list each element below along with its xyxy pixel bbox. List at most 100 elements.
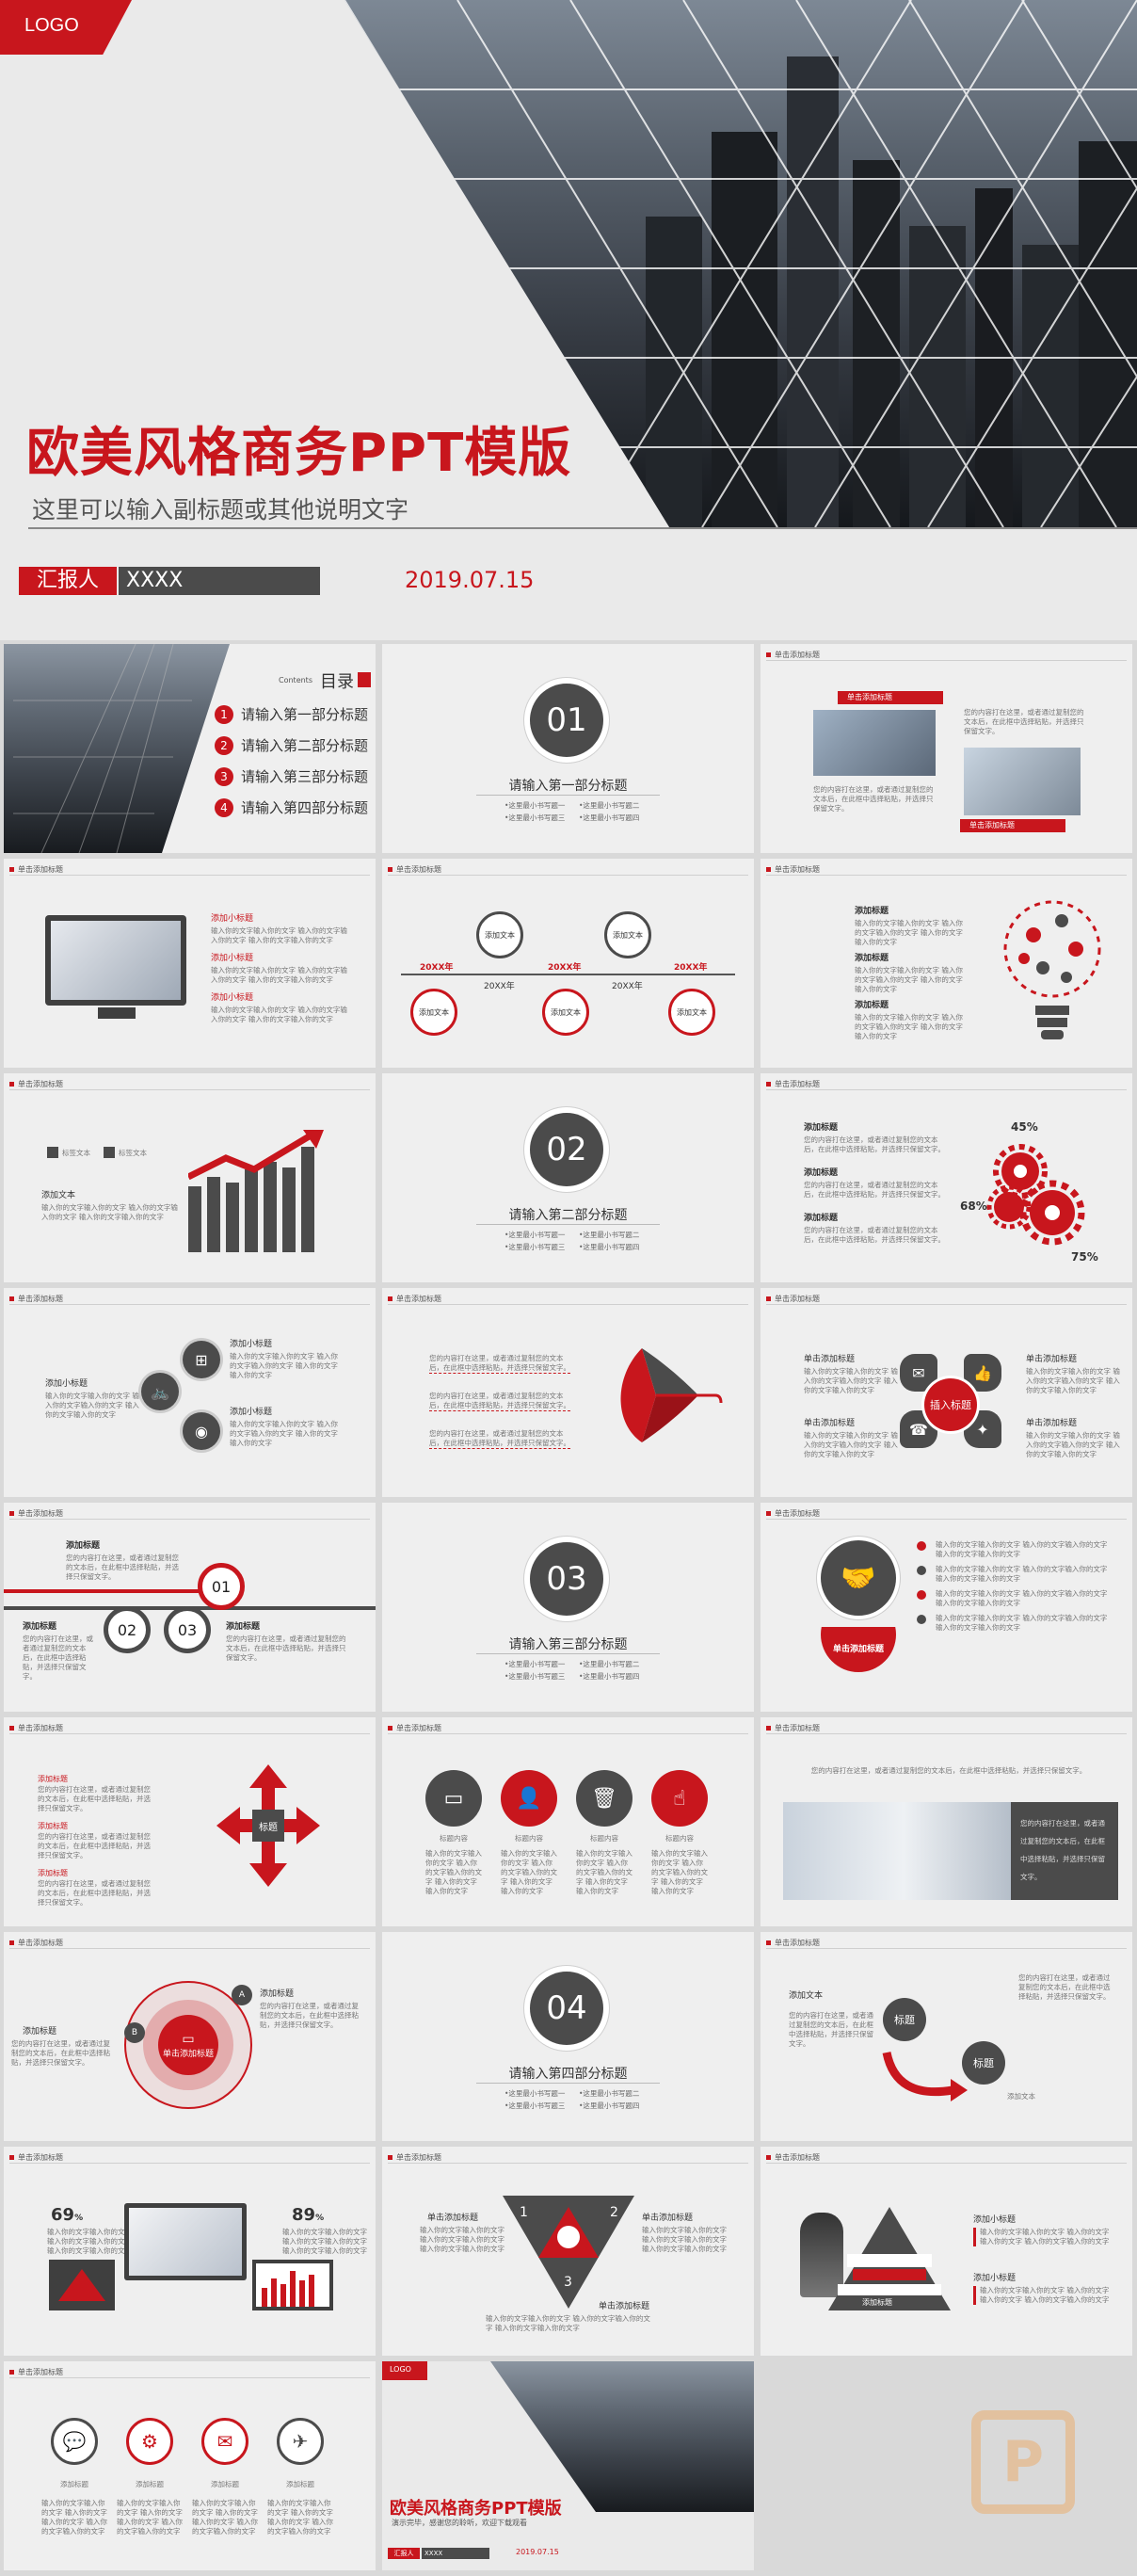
section-divider — [476, 2083, 660, 2084]
slide-section-03[interactable]: 03 请输入第三部分标题 •这里最小书写题一 •这里最小书写题二 •这里最小书写题三… — [382, 1503, 754, 1712]
hero-underline — [28, 527, 1137, 529]
toc-item-label: 请输入第四部分标题 — [241, 799, 369, 816]
slide-cross-arrows[interactable]: 单击添加标题 添加标题 您的内容打在这里，或者通过复制您的文本后，在此框中选择粘… — [4, 1717, 376, 1926]
slide-team-photo[interactable]: 单击添加标题 您的内容打在这里，或者通过复制您的文本后，在此框中选择粘贴，并选择… — [761, 1717, 1132, 1926]
thumbs-up-icon: 👍 — [964, 1354, 1001, 1392]
section-bullets: •这里最小书写题一 •这里最小书写题二 •这里最小书写题三 •这里最小书写题四 — [504, 2088, 646, 2111]
slide-header: 单击添加标题 — [766, 1938, 820, 1948]
step-badge: 03 — [164, 1606, 211, 1653]
slide-section-04[interactable]: 04 请输入第四部分标题 •这里最小书写题一 •这里最小书写题二 •这里最小书写题三… — [382, 1932, 754, 2141]
section-title: 请输入第四部分标题 — [508, 2067, 628, 2082]
icon-caption: 添加标题 — [211, 2480, 239, 2488]
chat-icon: ✉ — [900, 1354, 937, 1392]
list-title: 添加标题 — [855, 954, 889, 963]
toc-item[interactable]: 2 请输入第二部分标题 — [215, 735, 368, 755]
slide-triangle[interactable]: 单击添加标题 1 2 3 单击添加标题 输入你的文字输入你的文字 输入你的文字输… — [382, 2147, 754, 2356]
slide-header: 单击添加标题 — [766, 864, 820, 875]
toc-item-label: 请输入第二部分标题 — [241, 737, 369, 754]
timeline-year: 20XX年 — [674, 963, 708, 973]
slide-header: 单击添加标题 — [766, 1079, 820, 1089]
list-title: 单击添加标题 — [1026, 1355, 1078, 1364]
slide-toc[interactable]: Contents 目录 1 请输入第一部分标题 2 请输入第二部分标题 3 请输入第三… — [4, 644, 376, 853]
svg-text:2: 2 — [610, 2205, 618, 2220]
bullet: •这里最小书写题四 — [579, 1672, 640, 1681]
slide-pyramid[interactable]: 单击添加标题 添加标题 添加小标题 输入你的文字输入你的文字 输入你的文字输入你… — [761, 2147, 1132, 2356]
legend-swatch — [47, 1147, 58, 1158]
bullet: •这里最小书写题三 — [504, 1243, 566, 1251]
timeline-node: 添加文本 — [476, 911, 523, 958]
slide-devices[interactable]: 单击添加标题 69% 89% 输入你的文字输入你的文字 输入你的文字输入你的文字… — [4, 2147, 376, 2356]
slide-bulb[interactable]: 单击添加标题 添加标题 输入你的文字输入你的文字 输入你的文字输入你的文字 输入… — [761, 859, 1132, 1068]
cross-arrows-icon — [216, 1764, 320, 1887]
slide-section-01[interactable]: 01 请输入第一部分标题 •这里最小书写题一 •这里最小书写题二 •这里最小书写题三… — [382, 644, 754, 853]
list-item: 输入你的文字输入你的文字 输入你的文字输入你的文字 输入你的文字输入你的文字 — [917, 1614, 1114, 1633]
reporter-label: 汇报人 — [19, 567, 117, 595]
marker-a: A — [232, 1985, 252, 2005]
slide-timeline[interactable]: 单击添加标题 添加文本 添加文本 添加文本 添加文本 添加文本 20XX年 20… — [382, 859, 754, 1068]
list-title: 添加标题 — [38, 1775, 68, 1783]
slide-umbrella[interactable]: 单击添加标题 您的内容打在这里，或者通过复制您的文本后，在此框中选择粘贴，并选择… — [382, 1288, 754, 1497]
mail-icon: ✉ — [201, 2418, 248, 2465]
slide-section-02[interactable]: 02 请输入第二部分标题 •这里最小书写题一 •这里最小书写题二 •这里最小书写题三… — [382, 1073, 754, 1282]
slide-insert-title[interactable]: 单击添加标题 单击添加标题 输入你的文字输入你的文字 输入你的文字输入你的文字 … — [761, 1288, 1132, 1497]
slide-photos[interactable]: 单击添加标题 单击添加标题 您的内容打在这里，或者通过复制您的文本后，在此框中选… — [761, 644, 1132, 853]
trash-icon: 🗑 — [576, 1770, 633, 1827]
step-badge: 01 — [198, 1563, 245, 1610]
list-title: 单击添加标题 — [804, 1355, 856, 1364]
end-reporter-name: XXXX — [422, 2548, 489, 2559]
subtitle-label: 添加小标题 — [973, 2274, 1017, 2283]
title-slide[interactable]: LOGO 欧美风格商务PPT模版 这里可以输入副标题或其他说明文字 汇报人 XX… — [0, 0, 1137, 640]
body-text: 输入你的文字输入你的文字 输入你的文字输入你的文字 输入你的文字输入你的文字 — [642, 2226, 727, 2253]
body-text: 您的内容打在这里，或者通过复制您的文本后，在此框中选择粘贴，并选择只保留文字。 — [810, 1766, 1087, 1775]
list-title: 单击添加标题 — [642, 2214, 694, 2223]
list-item: 输入你的文字输入你的文字 输入你的文字输入你的文字 输入你的文字输入你的文字 — [917, 1565, 1114, 1584]
slide-header-label: 单击添加标题 — [775, 865, 820, 874]
section-number: 03 — [530, 1542, 603, 1616]
pct-label: 68% — [960, 1199, 987, 1213]
bullet: •这里最小书写题一 — [504, 2089, 566, 2098]
list-title: 添加标题 — [260, 1989, 295, 1999]
timeline-year: 20XX年 — [484, 982, 515, 991]
title-bubble: 标题 — [883, 1998, 926, 2041]
toc-item[interactable]: 1 请输入第一部分标题 — [215, 704, 368, 724]
list-item: 输入你的文字输入你的文字 输入你的文字输入你的文字 输入你的文字输入你的文字 — [917, 1589, 1114, 1608]
toc-item[interactable]: 3 请输入第三部分标题 — [215, 766, 368, 786]
list-title: 添加标题 — [66, 1541, 101, 1551]
slide-steps[interactable]: 单击添加标题 添加标题 您的内容打在这里，或者通过复制您的文本后，在此框中选择粘… — [4, 1503, 376, 1712]
list-title: 添加标题 — [226, 1622, 261, 1632]
body-text: 输入你的文字输入你的文字 输入你的文字输入你的文字 输入你的文字输入你的文字 — [41, 2499, 107, 2536]
timeline-node: 添加文本 — [604, 911, 651, 958]
dot-list: 输入你的文字输入你的文字 输入你的文字输入你的文字 输入你的文字输入你的文字 输… — [917, 1540, 1114, 1638]
slide-target[interactable]: 单击添加标题 ▭ 单击添加标题 A B 添加标题 您的内容打在这里，或者通过复制您… — [4, 1932, 376, 2141]
slide-header: 单击添加标题 — [388, 1294, 441, 1304]
red-banner: 单击添加标题 — [838, 691, 943, 704]
slide-icons-list[interactable]: 单击添加标题 添加小标题 输入你的文字输入你的文字 输入你的文字输入你的文字 输… — [4, 1288, 376, 1497]
bar — [226, 1183, 239, 1252]
slide-curved-arrow[interactable]: 单击添加标题 添加文本 您的内容打在这里，或者通过复制您的文本后，在此框中选择粘… — [761, 1932, 1132, 2141]
slide-header: 单击添加标题 — [766, 1294, 820, 1304]
slide-icon-row[interactable]: 单击添加标题 💬 ⚙ ✉ ✈ 添加标题 添加标题 添加标题 添加标题 输入你的文… — [4, 2361, 376, 2570]
watermark-logo: P — [971, 2410, 1075, 2514]
slide-handshake[interactable]: 单击添加标题 🤝 单击添加标题 输入你的文字输入你的文字 输入你的文字输入你的文… — [761, 1503, 1132, 1712]
user-icon: 👤 — [501, 1770, 557, 1827]
slide-bar-chart[interactable]: 单击添加标题 标签文本 标签文本 添加文本 输入你的文字输入你的文字 输入你的文… — [4, 1073, 376, 1282]
slide-header-label: 单击添加标题 — [18, 1939, 63, 1947]
slide-header-label: 单击添加标题 — [18, 2368, 63, 2376]
subtitle-label: 添加小标题 — [45, 1379, 88, 1389]
slide-gears[interactable]: 单击添加标题 添加标题 您的内容打在这里，或者通过复制您的文本后，在此框中选择粘… — [761, 1073, 1132, 1282]
slide-end[interactable]: LOGO 欧美风格商务PPT模版 演示完毕，感谢您的聆听，欢迎下载观看 汇报人 … — [382, 2361, 754, 2570]
slide-four-icons[interactable]: 单击添加标题 ▭ 👤 🗑 ☝ 标题内容 标题内容 标题内容 标题内容 输入你的文… — [382, 1717, 754, 1926]
toc-item-label: 请输入第一部分标题 — [241, 706, 369, 723]
body-text: 您的内容打在这里，或者通过复制您的文本后，在此框中选择粘贴，并选择只保留文字。 — [1018, 1973, 1111, 2001]
slide-header-label: 单击添加标题 — [775, 1509, 820, 1518]
slide-monitor[interactable]: 单击添加标题 添加小标题 输入你的文字输入你的文字 输入你的文字输入你的文字 输… — [4, 859, 376, 1068]
icon-caption: 添加标题 — [136, 2480, 164, 2488]
section-divider — [476, 1653, 660, 1654]
umbrella-icon — [620, 1348, 723, 1442]
slide-header: 单击添加标题 — [9, 1079, 63, 1089]
toc-item[interactable]: 4 请输入第四部分标题 — [215, 797, 368, 817]
subtitle-label: 添加小标题 — [211, 993, 254, 1003]
body-text: 输入你的文字输入你的文字 输入你的文字输入你的文字 输入你的文字输入你的文字 — [973, 2228, 1114, 2246]
timeline-year: 20XX年 — [548, 963, 582, 973]
bar — [188, 1186, 201, 1252]
